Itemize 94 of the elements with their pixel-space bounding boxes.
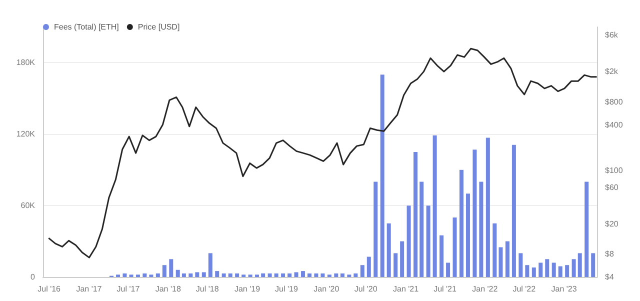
y2-tick-label: $400 [605,120,624,130]
bar [274,273,278,277]
bar [300,271,305,277]
y2-tick-label: $60 [605,182,619,192]
y-tick-label: 180K [16,58,36,68]
x-tick-label: Jan '17 [76,284,102,294]
y2-tick-label: $2k [605,67,619,76]
bar [354,273,358,277]
bar [176,270,180,277]
bar [472,150,477,277]
bar [215,271,220,277]
bar [420,182,424,277]
bar [162,265,166,277]
x-tick-label: Jul '19 [275,284,298,294]
bar [235,273,240,277]
x-tick-label: Jul '20 [354,284,378,294]
bar [512,144,516,277]
bar [479,182,484,277]
bar [169,259,174,277]
y-tick-label: 0 [30,272,36,282]
x-tick-label: Jul '22 [512,284,536,294]
bar [525,265,530,277]
bar [320,273,325,277]
bar [228,273,232,277]
bar [307,273,312,277]
y2-tick-label: $4 [605,272,614,282]
legend-label: Price [USD] [138,22,180,32]
bar [182,273,186,277]
bar [386,223,391,277]
legend-label: Fees (Total) [ETH] [54,22,119,32]
bar [414,152,418,277]
bar [261,273,266,277]
x-tick-label: Jul '16 [38,284,62,294]
bar [426,206,430,277]
x-tick-label: Jan '20 [314,284,340,294]
bar [446,262,450,277]
bar [452,217,457,277]
bar [492,223,497,277]
bar [142,273,147,277]
bar [466,194,470,277]
bar [208,253,212,277]
x-tick-label: Jan '21 [392,284,420,294]
bar [122,273,127,277]
bar [195,272,200,277]
y2-tick-label: $6k [605,30,619,40]
bar [558,266,562,277]
x-tick-label: Jan '18 [155,284,182,294]
bar [268,273,272,277]
bar [394,253,398,277]
x-tick-label: Jul '17 [116,284,140,294]
bar [400,241,404,277]
bar [314,273,318,277]
bar [222,273,226,277]
bar [538,262,543,277]
x-tick-label: Jan '19 [234,284,261,294]
bar [591,253,596,277]
bar [281,273,286,277]
x-tick-label: Jul '18 [196,284,220,294]
bar [518,253,523,277]
bar [334,273,338,277]
bar [406,206,411,277]
bar [288,273,292,277]
bar [486,138,490,277]
bar [156,273,160,277]
y2-tick-label: $8 [605,250,614,259]
bar [459,170,464,277]
y2-tick-label: $800 [605,97,624,106]
bar [366,256,371,277]
bar [294,272,298,277]
bar [440,235,444,277]
bar [578,253,582,277]
bar [380,74,384,277]
y2-tick-label: $20 [605,219,619,228]
bar [188,273,193,277]
y-tick-label: 60K [20,201,36,210]
y-tick-label: 120K [16,130,36,139]
line-series [48,48,598,258]
bar [532,267,536,277]
bar [572,259,576,277]
bar [498,247,503,277]
bar [584,182,589,277]
y2-tick-label: $100 [605,166,624,176]
bar [552,262,556,277]
bar [565,265,570,277]
bar [432,135,437,277]
bar [545,259,550,277]
x-tick-label: Jan '23 [551,284,578,294]
bar [374,182,378,277]
x-tick-label: Jul '21 [434,284,457,294]
bar [505,241,510,277]
bar [340,273,344,277]
x-tick-label: Jan '22 [472,284,498,294]
bar [360,265,364,277]
bar [202,272,206,277]
